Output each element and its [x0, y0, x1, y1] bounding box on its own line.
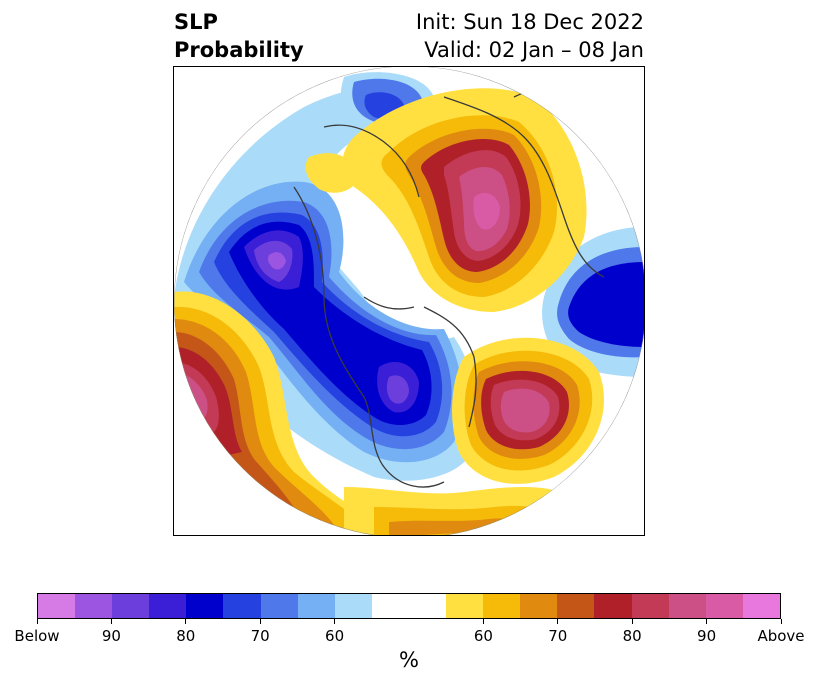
colorbar-unit: %: [399, 648, 419, 672]
colorbar-tick-mark: [482, 619, 484, 624]
title-type: Probability: [174, 38, 304, 62]
colorbar-segment: [149, 594, 187, 618]
colorbar-tick-mark: [334, 619, 336, 624]
colorbar-tick-mark: [185, 619, 187, 624]
colorbar-tick-mark: [36, 619, 38, 624]
colorbar-segment: [112, 594, 150, 618]
polar-map-svg: [174, 67, 644, 535]
colorbar-segment: [75, 594, 113, 618]
colorbar-tick-label: 80: [176, 627, 196, 645]
colorbar-segment: [446, 594, 484, 618]
colorbar-segment: [186, 594, 224, 618]
colorbar-tick-mark: [706, 619, 708, 624]
colorbar-tick-mark: [557, 619, 559, 624]
colorbar-tick-label: 90: [697, 627, 717, 645]
colorbar-segment: [408, 594, 447, 618]
colorbar-segment: [334, 594, 372, 618]
colorbar-segment: [483, 594, 521, 618]
colorbar-tick-label: 90: [101, 627, 121, 645]
colorbar-segment: [260, 594, 298, 618]
probability-map: [173, 66, 645, 536]
colorbar-tick-label: 80: [622, 627, 642, 645]
colorbar-tick-mark: [110, 619, 112, 624]
colorbar-tick-mark: [631, 619, 633, 624]
colorbar-tick-label: Above: [757, 627, 805, 645]
colorbar-tick-label: 60: [473, 627, 493, 645]
colorbar-tick-label: Below: [14, 627, 60, 645]
map-title-right: Init: Sun 18 Dec 2022 Valid: 02 Jan – 08…: [416, 8, 644, 64]
colorbar-segment: [297, 594, 335, 618]
valid-range: Valid: 02 Jan – 08 Jan: [424, 38, 644, 62]
map-title-left: SLP Probability: [174, 8, 304, 64]
colorbar-tick-label: 60: [325, 627, 345, 645]
colorbar-segment: [223, 594, 261, 618]
colorbar-tick-mark: [780, 619, 782, 624]
colorbar: [37, 593, 781, 619]
colorbar-segment: [557, 594, 595, 618]
colorbar-segment: [371, 594, 409, 618]
colorbar-segment: [742, 594, 780, 618]
title-variable: SLP: [174, 10, 218, 34]
colorbar-tick-mark: [259, 619, 261, 624]
colorbar-tick-label: 70: [250, 627, 270, 645]
init-date: Init: Sun 18 Dec 2022: [415, 10, 644, 34]
colorbar-tick-label: 70: [548, 627, 568, 645]
colorbar-segment: [38, 594, 76, 618]
colorbar-segment: [520, 594, 558, 618]
colorbar-segment: [631, 594, 669, 618]
colorbar-segment: [594, 594, 632, 618]
colorbar-segment: [705, 594, 743, 618]
colorbar-segment: [668, 594, 706, 618]
